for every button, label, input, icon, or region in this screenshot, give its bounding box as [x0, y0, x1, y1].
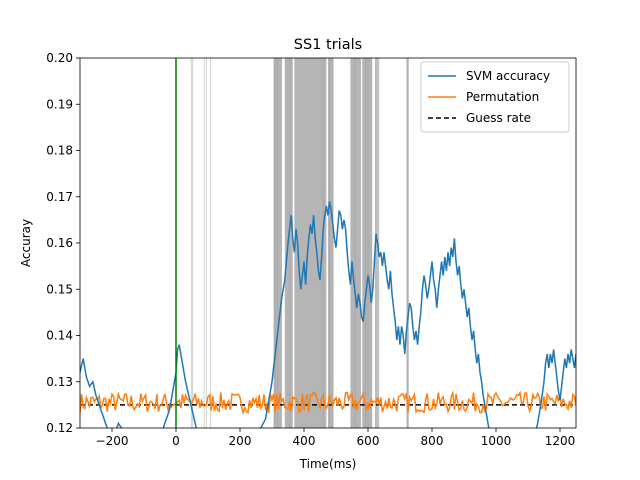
shaded-region-4	[350, 58, 361, 428]
shaded-region-3	[328, 58, 334, 428]
y-tick-label-3: 0.15	[46, 282, 73, 296]
shaded-region-2	[294, 58, 327, 428]
y-tick-label-8: 0.20	[46, 51, 73, 65]
legend-box	[420, 61, 570, 133]
svm-accuracy-line	[80, 201, 576, 428]
shaded-region-1	[284, 58, 293, 428]
shaded-region-0	[273, 58, 282, 428]
y-tick-label-6: 0.18	[46, 144, 73, 158]
legend-svm-label: SVM accuracy	[466, 69, 550, 83]
x-tick-label-4: 600	[357, 434, 380, 448]
x-tick-label-3: 400	[293, 434, 316, 448]
y-tick-label-0: 0.12	[46, 421, 73, 435]
shaded-region-7	[406, 58, 409, 428]
x-tick-label-5: 800	[421, 434, 444, 448]
x-tick-label-6: 1000	[481, 434, 512, 448]
x-axis: −200 0 200 400 600 800 1000 1200	[96, 428, 576, 448]
chart-title: SS1 trials	[294, 37, 362, 53]
y-tick-label-2: 0.14	[46, 329, 73, 343]
legend-guess-label: Guess rate	[466, 111, 531, 125]
y-axis: 0.12 0.13 0.14 0.15 0.16 0.17 0.18 0.19 0.20	[46, 51, 80, 435]
permutation-line	[80, 390, 576, 415]
y-tick-label-7: 0.19	[46, 97, 73, 111]
x-tick-label-1: 0	[172, 434, 180, 448]
y-tick-label-4: 0.16	[46, 236, 73, 250]
legend-permutation-label: Permutation	[466, 90, 539, 104]
x-tick-label-2: 200	[229, 434, 252, 448]
legend: SVM accuracy Permutation Guess rate	[420, 61, 570, 133]
y-axis-label: Accuray	[19, 219, 33, 267]
y-tick-label-1: 0.13	[46, 375, 73, 389]
significance-regions	[273, 58, 409, 428]
x-tick-label-0: −200	[96, 434, 129, 448]
shaded-region-5	[362, 58, 372, 428]
x-tick-label-7: 1200	[545, 434, 576, 448]
x-axis-label: Time(ms)	[299, 457, 357, 471]
y-tick-label-5: 0.17	[46, 190, 73, 204]
